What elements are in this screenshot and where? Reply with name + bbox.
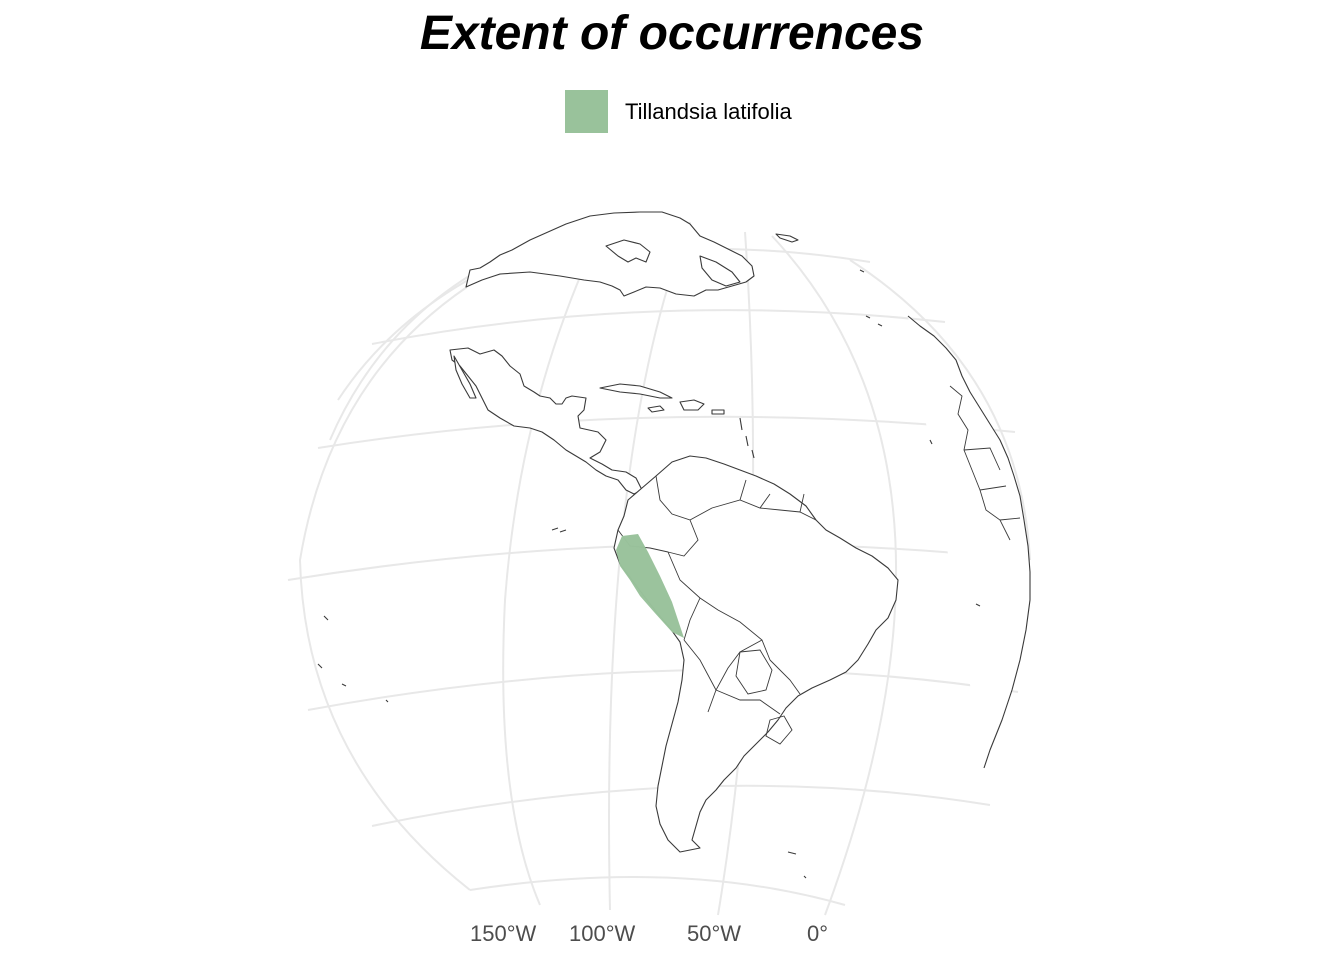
uruguay-border xyxy=(765,715,793,745)
hispaniola xyxy=(679,399,705,411)
globe-edge xyxy=(298,286,471,891)
atlantic-islets xyxy=(803,439,981,879)
pacific-islets xyxy=(317,615,389,703)
longitude-labels: 150°W 100°W 50°W 0° xyxy=(470,921,828,946)
paraguay-border xyxy=(735,649,773,695)
graticule-lat-line xyxy=(371,309,946,345)
graticule-lon-line xyxy=(608,221,691,911)
legend-label: Tillandsia latifolia xyxy=(625,98,792,124)
lon-label: 50°W xyxy=(687,921,741,946)
jamaica xyxy=(647,405,665,413)
lon-label: 150°W xyxy=(470,921,537,946)
falkland-islands xyxy=(787,851,797,855)
lesser-antilles xyxy=(739,417,755,459)
africa-borders xyxy=(949,385,1021,541)
legend: Tillandsia latifolia xyxy=(565,90,792,133)
lon-label: 0° xyxy=(807,921,828,946)
graticule-lat-line xyxy=(469,876,846,906)
greenland-fragment xyxy=(775,233,799,243)
mexico-central-america xyxy=(449,347,643,495)
legend-swatch xyxy=(565,90,608,133)
africa-europe-edge xyxy=(907,315,1031,769)
puerto-rico xyxy=(711,409,725,415)
graticule-lat-line xyxy=(317,415,1016,449)
graticule-lat-line xyxy=(307,668,1019,711)
arctic-islets xyxy=(859,269,883,327)
hudson-bay xyxy=(605,239,651,263)
south-america xyxy=(613,455,899,853)
landmasses xyxy=(317,211,1031,879)
map-title: Extent of occurrences xyxy=(419,7,925,60)
globe-edge xyxy=(849,259,1031,561)
graticule-lon-line xyxy=(771,235,898,916)
lon-label: 100°W xyxy=(569,921,636,946)
occurrence-extent-polygon xyxy=(616,534,684,638)
galapagos-islands xyxy=(551,527,567,533)
north-america-coast xyxy=(465,211,755,297)
labrador-coast xyxy=(699,255,741,287)
baja-california xyxy=(453,355,477,399)
cuba xyxy=(599,383,673,399)
graticule-lon-line xyxy=(502,231,601,906)
